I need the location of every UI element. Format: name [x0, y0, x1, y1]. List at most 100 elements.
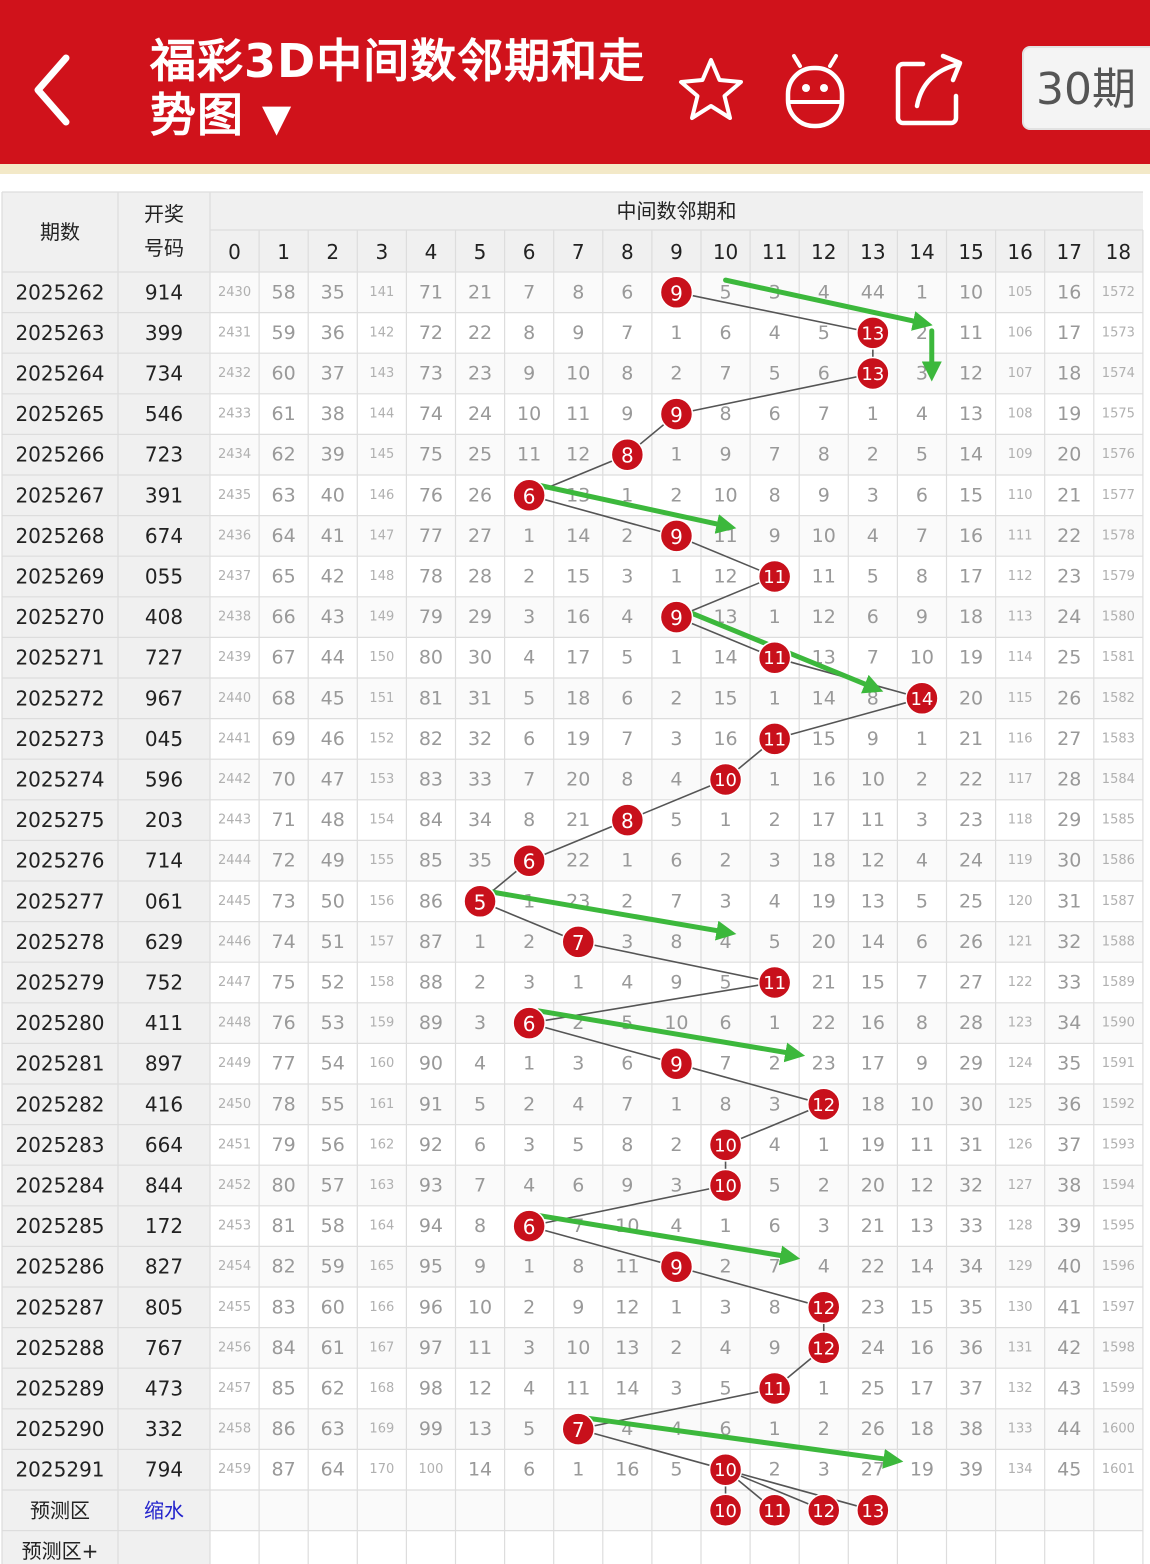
- cell-value: 20: [812, 931, 836, 953]
- cell-value: 168: [369, 1381, 394, 1396]
- row-label-bg: [2, 718, 210, 760]
- cell-value: 5: [769, 363, 781, 385]
- cell-value: 156: [369, 894, 394, 909]
- cell-value: 5: [621, 1012, 633, 1034]
- cell-value: 2456: [218, 1340, 251, 1355]
- cell-value: 71: [272, 809, 296, 831]
- cell-value: 3: [572, 1053, 584, 1075]
- cell-value: 9: [670, 1256, 682, 1278]
- cell-value: 13: [861, 322, 885, 344]
- title-dropdown-icon[interactable]: ▼: [262, 96, 293, 140]
- cell-value: 39: [959, 1459, 983, 1481]
- cell-value: 5: [621, 647, 633, 669]
- cell-value: 117: [1008, 772, 1033, 787]
- cell-value: 4: [670, 769, 682, 791]
- cell-value: 4: [523, 1378, 535, 1400]
- cell-value: 6: [916, 484, 928, 506]
- cell-value: 1: [670, 1296, 682, 1318]
- cell-value: 6: [769, 1215, 781, 1237]
- row-period: 2025285: [15, 1214, 104, 1238]
- cell-value: 90: [419, 1053, 443, 1075]
- cell-value: 74: [419, 403, 443, 425]
- cell-value: 2448: [218, 1016, 251, 1031]
- header-col-1: 1: [277, 240, 290, 264]
- cell-value: 2: [670, 363, 682, 385]
- cell-value: 10: [615, 1215, 639, 1237]
- cell-value: 44: [1057, 1418, 1081, 1440]
- cell-value: 6: [523, 728, 535, 750]
- cell-value: 50: [321, 890, 345, 912]
- cell-value: 1584: [1102, 772, 1135, 787]
- cell-value: 82: [419, 728, 443, 750]
- row-period: 2025286: [15, 1255, 104, 1279]
- cell-value: 6: [818, 363, 830, 385]
- cell-value: 6: [474, 1134, 486, 1156]
- android-robot-icon[interactable]: [780, 50, 850, 130]
- cell-value: 11: [566, 403, 590, 425]
- cell-value: 1581: [1102, 650, 1135, 665]
- back-chevron-icon[interactable]: [30, 50, 74, 130]
- cell-value: 39: [321, 444, 345, 466]
- cell-value: 37: [959, 1378, 983, 1400]
- cell-value: 6: [572, 1175, 584, 1197]
- cell-value: 105: [1008, 285, 1033, 300]
- row-period: 2025276: [15, 849, 104, 873]
- row-bg: [210, 1530, 1143, 1564]
- period-selector-button[interactable]: 30期: [1022, 46, 1150, 130]
- cell-value: 18: [910, 1418, 934, 1440]
- row-draw: 391: [145, 483, 183, 507]
- cell-value: 2432: [218, 366, 251, 381]
- cell-value: 115: [1008, 691, 1033, 706]
- row-label-bg: [2, 799, 210, 841]
- cell-value: 1: [670, 566, 682, 588]
- cell-value: 14: [615, 1378, 639, 1400]
- cell-value: 1594: [1102, 1178, 1135, 1193]
- cell-value: 26: [468, 484, 492, 506]
- cell-value: 3: [916, 363, 928, 385]
- cell-value: 2: [769, 809, 781, 831]
- cell-value: 13: [861, 890, 885, 912]
- cell-value: 2: [867, 444, 879, 466]
- cell-value: 6: [720, 1418, 732, 1440]
- cell-value: 4: [916, 850, 928, 872]
- cell-value: 91: [419, 1093, 443, 1115]
- row-period: 2025272: [15, 686, 104, 710]
- header-col-14: 14: [909, 240, 934, 264]
- cell-value: 3: [474, 1012, 486, 1034]
- row-period: 2025290: [15, 1417, 104, 1441]
- cell-value: 11: [763, 1378, 787, 1400]
- cell-value: 3: [523, 972, 535, 994]
- cell-value: 4: [621, 972, 633, 994]
- cell-value: 3: [769, 850, 781, 872]
- cell-value: 8: [720, 1093, 732, 1115]
- cell-value: 1: [621, 484, 633, 506]
- row-period: 2025273: [15, 727, 104, 751]
- cell-value: 2457: [218, 1381, 251, 1396]
- cell-value: 161: [369, 1097, 394, 1112]
- cell-value: 3: [769, 281, 781, 303]
- page-title[interactable]: 福彩3D中间数邻期和走 势图 ▼: [150, 34, 650, 145]
- cell-value: 151: [369, 691, 394, 706]
- star-icon[interactable]: [676, 50, 746, 130]
- cell-value: 1: [720, 1215, 732, 1237]
- share-icon[interactable]: [893, 50, 963, 130]
- cell-value: 2441: [218, 731, 251, 746]
- cell-value: 3: [818, 1215, 830, 1237]
- cell-value: 127: [1008, 1178, 1033, 1193]
- cell-value: 9: [621, 403, 633, 425]
- cell-value: 27: [959, 972, 983, 994]
- row-draw: 416: [145, 1092, 183, 1116]
- cell-value: 132: [1008, 1381, 1033, 1396]
- cell-value: 4: [621, 1418, 633, 1440]
- row-period: 2025277: [15, 889, 104, 913]
- cell-value: 1: [523, 890, 535, 912]
- predict-shrink-link[interactable]: 缩水: [144, 1498, 184, 1522]
- cell-value: 85: [272, 1378, 296, 1400]
- cell-value: 6: [523, 1012, 535, 1034]
- cell-value: 5: [769, 1175, 781, 1197]
- row-draw: 061: [145, 889, 183, 913]
- row-period: 2025278: [15, 930, 104, 954]
- cell-value: 87: [419, 931, 443, 953]
- row-draw: 664: [145, 1133, 183, 1157]
- cell-value: 10: [713, 1459, 737, 1481]
